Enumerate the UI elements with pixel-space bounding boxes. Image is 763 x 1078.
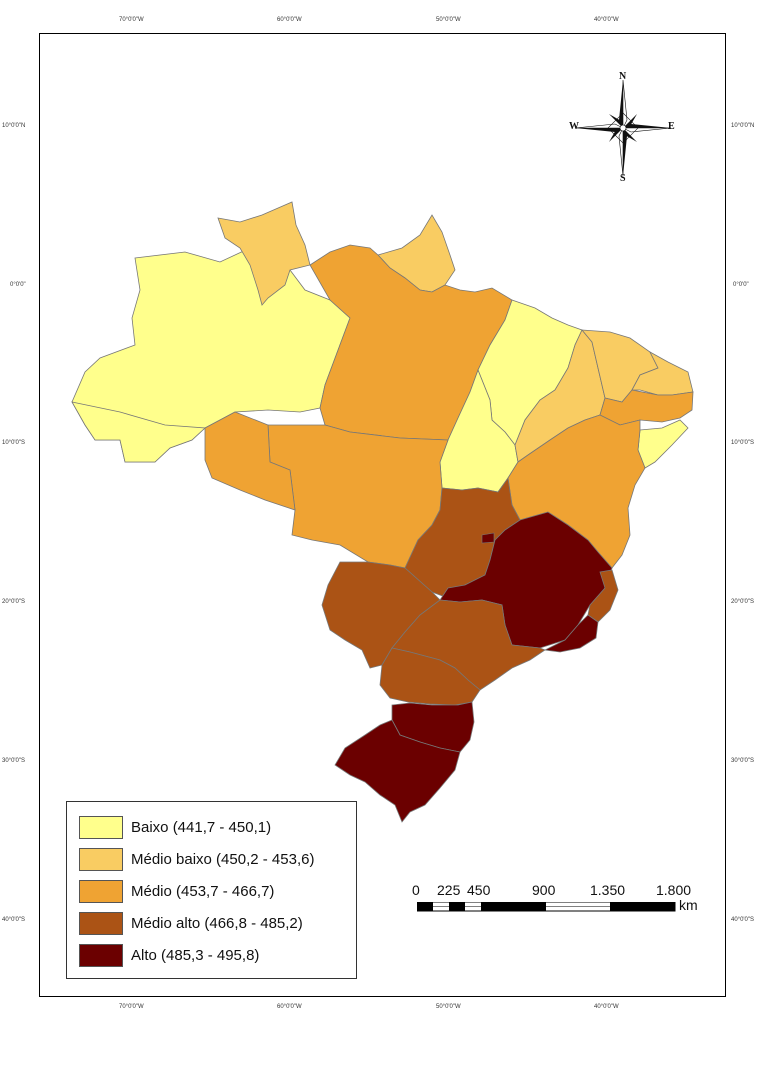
region-alagoas-sergipe	[637, 419, 689, 469]
scale-unit-label: km	[679, 897, 698, 913]
region-distrito-federal	[481, 532, 495, 544]
lat-label-left-40s: 40°0'0"S	[2, 917, 26, 923]
legend-item-alto: Alto (485,3 - 495,8)	[79, 942, 259, 968]
legend-item-medio-alto: Médio alto (466,8 - 485,2)	[79, 910, 303, 936]
lon-label-top-70w: 70°0'0"W	[119, 17, 144, 23]
lon-label-top-50w: 50°0'0"W	[436, 17, 461, 23]
legend-label-alto: Alto (485,3 - 495,8)	[131, 946, 260, 964]
lat-label-left-10n: 10°0'0"N	[2, 123, 26, 129]
region-roraima	[217, 201, 311, 306]
legend-item-medio: Médio (453,7 - 466,7)	[79, 878, 274, 904]
scale-label-900: 900	[532, 882, 556, 898]
region-rondonia	[204, 411, 296, 511]
legend-swatch-baixo	[79, 815, 123, 839]
compass-east-label: E	[668, 121, 675, 132]
lon-label-bottom-40w: 40°0'0"W	[594, 1004, 619, 1010]
lat-label-right-10s: 10°0'0"S	[731, 440, 755, 446]
scale-bar	[417, 902, 676, 912]
lat-label-right-10n: 10°0'0"N	[731, 123, 755, 129]
region-rio-de-janeiro	[543, 614, 599, 653]
scale-label-1350: 1.350	[590, 882, 626, 898]
legend-label-medio-baixo: Médio baixo (450,2 - 453,6)	[131, 850, 315, 868]
compass-north-label: N	[619, 71, 627, 82]
lon-label-bottom-60w: 60°0'0"W	[277, 1004, 302, 1010]
scale-label-225: 225	[437, 882, 461, 898]
lat-label-right-30s: 30°0'0"S	[731, 758, 755, 764]
lon-label-top-60w: 60°0'0"W	[277, 17, 302, 23]
legend-item-baixo: Baixo (441,7 - 450,1)	[79, 814, 271, 840]
map-frame	[39, 33, 726, 997]
lon-label-bottom-70w: 70°0'0"W	[119, 1004, 144, 1010]
scale-label-450: 450	[467, 882, 491, 898]
lon-label-bottom-50w: 50°0'0"W	[436, 1004, 461, 1010]
lat-label-right-20s: 20°0'0"S	[731, 599, 755, 605]
scale-label-1800: 1.800	[656, 882, 692, 898]
legend-swatch-medio	[79, 879, 123, 903]
lat-label-left-30s: 30°0'0"S	[2, 758, 26, 764]
legend-swatch-medio-baixo	[79, 847, 123, 871]
compass-west-label: W	[569, 121, 579, 132]
legend-swatch-medio-alto	[79, 911, 123, 935]
lon-label-top-40w: 40°0'0"W	[594, 17, 619, 23]
region-acre	[71, 401, 206, 463]
lat-label-left-10s: 10°0'0"S	[2, 440, 26, 446]
legend-item-medio-baixo: Médio baixo (450,2 - 453,6)	[79, 846, 314, 872]
lat-label-right-40s: 40°0'0"S	[731, 917, 755, 923]
north-arrow-compass	[574, 79, 672, 177]
scale-label-0: 0	[412, 882, 420, 898]
map-legend: Baixo (441,7 - 450,1) Médio baixo (450,2…	[66, 801, 357, 979]
lat-label-left-0: 0°0'0"	[10, 282, 26, 288]
lat-label-right-0: 0°0'0"	[733, 282, 749, 288]
compass-south-label: S	[620, 173, 626, 184]
lat-label-left-20s: 20°0'0"S	[2, 599, 26, 605]
legend-label-baixo: Baixo (441,7 - 450,1)	[131, 818, 272, 836]
legend-swatch-alto	[79, 943, 123, 967]
legend-label-medio-alto: Médio alto (466,8 - 485,2)	[131, 914, 303, 932]
region-rio-grande-do-sul	[334, 719, 461, 823]
legend-label-medio: Médio (453,7 - 466,7)	[131, 882, 275, 900]
